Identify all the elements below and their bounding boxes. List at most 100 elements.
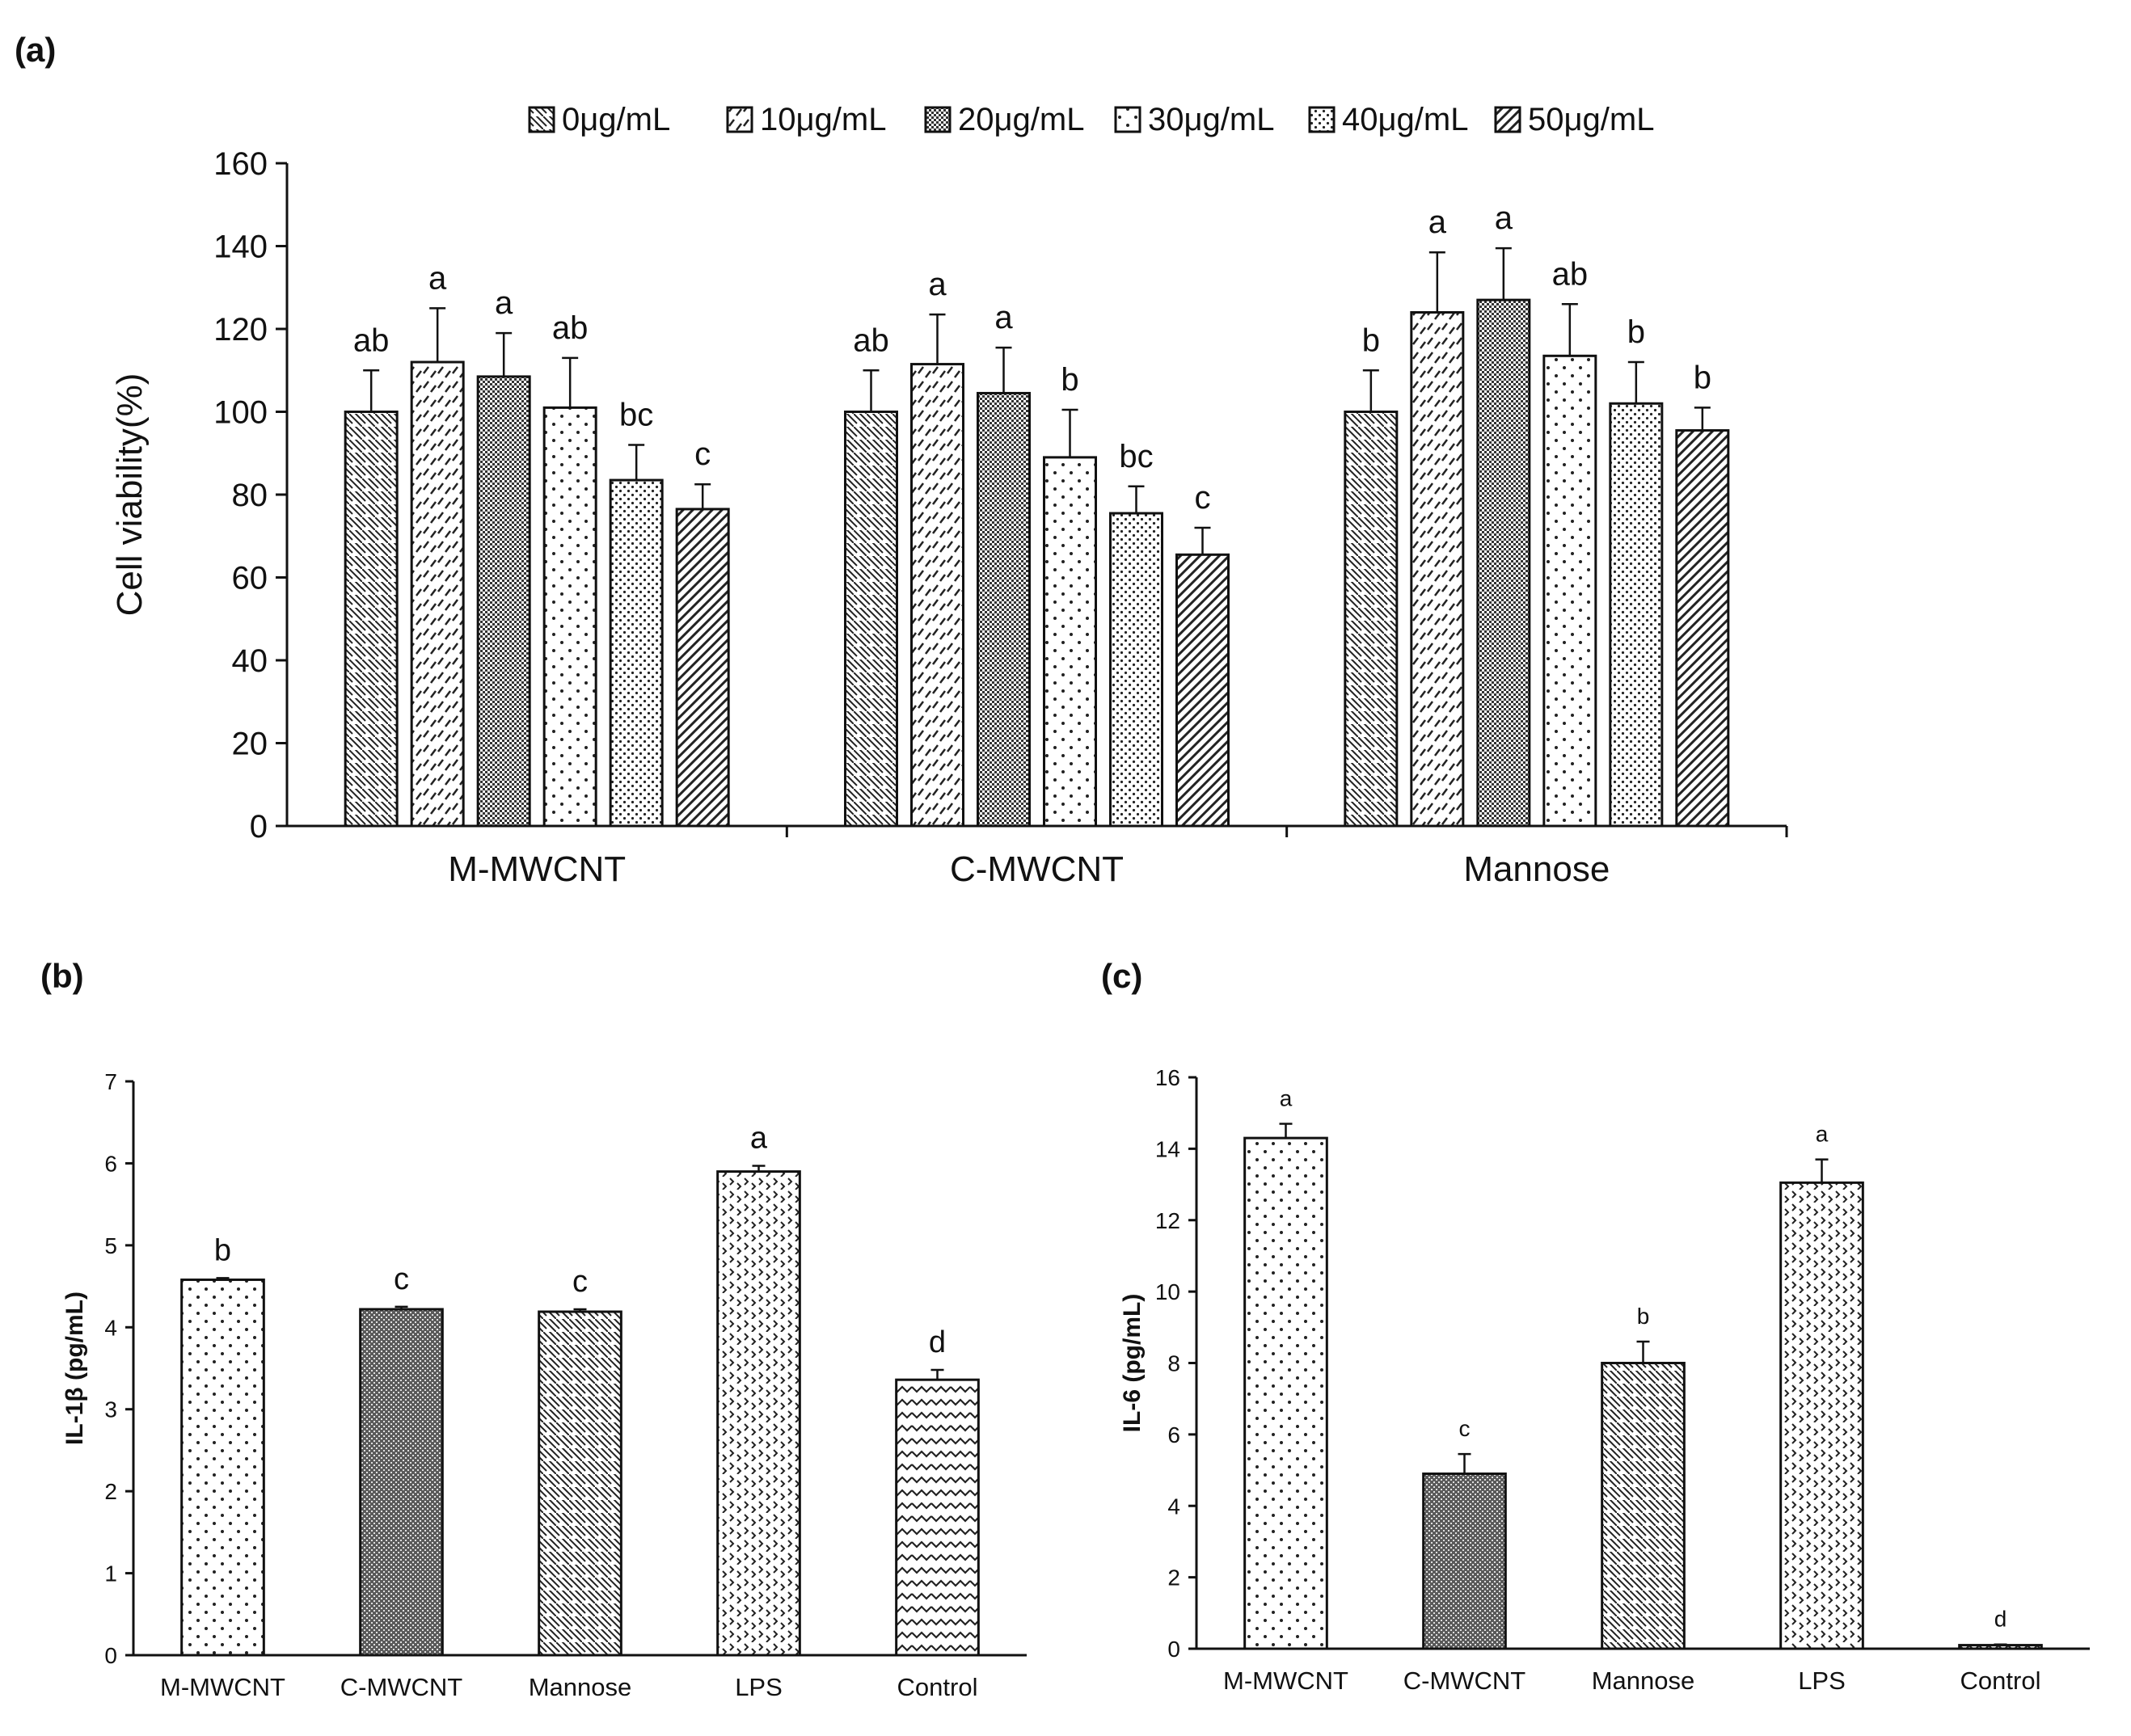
bar-lps bbox=[1779, 1181, 1864, 1650]
y-tick-label: 3 bbox=[104, 1397, 117, 1422]
error-bar bbox=[573, 1308, 587, 1313]
significance-letter: d bbox=[929, 1325, 946, 1359]
y-tick-label: 4 bbox=[1167, 1494, 1180, 1519]
bar-mannose-10-g-ml bbox=[1410, 311, 1465, 828]
error-bar bbox=[496, 331, 513, 377]
bar-c-mwcnt bbox=[1422, 1472, 1507, 1650]
y-tick-label: 100 bbox=[213, 395, 268, 431]
error-bar bbox=[1362, 369, 1379, 412]
bar-c-mwcnt-40-g-ml bbox=[1109, 512, 1163, 828]
bar-lps bbox=[716, 1170, 801, 1657]
bar-m-mwcnt-40-g-ml bbox=[609, 478, 664, 828]
legend-label: 40μg/mL bbox=[1342, 102, 1468, 137]
legend-swatch bbox=[1494, 106, 1521, 133]
error-bar bbox=[429, 307, 446, 362]
legend: 0μg/mL 10μg/mL 20μg/mL 30μg/mL 40μg/mL 50μg/m… bbox=[528, 102, 1654, 137]
x-category-label: Mannose bbox=[529, 1673, 632, 1701]
x-category-label: Mannose bbox=[1592, 1666, 1695, 1695]
error-bar bbox=[395, 1305, 408, 1309]
legend-swatch bbox=[924, 106, 952, 133]
y-tick-label: 0 bbox=[1167, 1637, 1180, 1662]
bar-m-mwcnt-10-g-ml bbox=[410, 360, 465, 828]
significance-letter: a bbox=[1428, 204, 1447, 240]
y-tick-label: 5 bbox=[104, 1233, 117, 1258]
error-bar bbox=[216, 1277, 230, 1280]
significance-letter: a bbox=[428, 260, 447, 296]
x-category-label: C-MWCNT bbox=[340, 1673, 463, 1701]
y-tick-label: 10 bbox=[1155, 1279, 1180, 1304]
bar-m-mwcnt-20-g-ml bbox=[476, 375, 531, 828]
bar-m-mwcnt bbox=[180, 1278, 265, 1657]
y-tick-label: 6 bbox=[1167, 1422, 1180, 1447]
panel-label-c: (c) bbox=[1101, 957, 1142, 995]
x-category-label: M-MWCNT bbox=[1223, 1666, 1348, 1695]
bar-m-mwcnt-0-g-ml bbox=[344, 411, 399, 828]
significance-letter: c bbox=[394, 1262, 409, 1296]
error-bar bbox=[1279, 1123, 1293, 1139]
significance-letter: a bbox=[1495, 200, 1513, 236]
y-tick-label: 1 bbox=[104, 1561, 117, 1586]
bar-m-mwcnt-50-g-ml bbox=[675, 508, 730, 828]
significance-letter: a bbox=[750, 1121, 768, 1155]
bar-m-mwcnt-30-g-ml bbox=[542, 406, 597, 828]
error-bar bbox=[929, 313, 946, 364]
bar-m-mwcnt bbox=[1243, 1136, 1328, 1650]
y-tick-label: 4 bbox=[104, 1315, 117, 1340]
significance-letter: a bbox=[495, 285, 513, 321]
bar-c-mwcnt-20-g-ml bbox=[977, 391, 1031, 828]
bar-mannose bbox=[1601, 1362, 1686, 1650]
legend-label: 0μg/mL bbox=[562, 102, 670, 137]
bar-c-mwcnt bbox=[359, 1308, 444, 1657]
legend-swatch bbox=[528, 106, 555, 133]
legend-label: 30μg/mL bbox=[1148, 102, 1274, 137]
bar-mannose-50-g-ml bbox=[1675, 429, 1730, 828]
error-bar bbox=[1428, 251, 1445, 313]
x-category-label: Control bbox=[897, 1673, 978, 1701]
error-bar bbox=[995, 346, 1012, 394]
significance-letter: d bbox=[1994, 1607, 2007, 1632]
error-bar bbox=[628, 444, 645, 481]
significance-letter: b bbox=[1061, 362, 1078, 398]
significance-letter: ab bbox=[853, 322, 889, 358]
y-tick-label: 60 bbox=[232, 561, 268, 596]
error-bar bbox=[1061, 408, 1078, 457]
significance-letter: b bbox=[1694, 360, 1711, 395]
y-tick-label: 2 bbox=[104, 1479, 117, 1504]
y-tick-label: 12 bbox=[1155, 1208, 1180, 1233]
bar-c-mwcnt-50-g-ml bbox=[1175, 553, 1230, 828]
significance-letter: ab bbox=[1552, 256, 1589, 292]
chart-c-il6: 0 2 4 6 8 10 12 14 16 IL-6 (pg/mL) a M-MWCNT c C-MWCN… bbox=[1119, 1065, 2090, 1695]
significance-letter: a bbox=[1280, 1085, 1293, 1110]
panel-label-a: (a) bbox=[15, 31, 56, 69]
significance-letter: b bbox=[1637, 1304, 1650, 1329]
significance-letter: ab bbox=[552, 310, 589, 346]
error-bar bbox=[363, 369, 380, 412]
significance-letter: b bbox=[1627, 314, 1645, 350]
x-category-label: M-MWCNT bbox=[448, 849, 626, 889]
error-bar bbox=[930, 1368, 944, 1380]
bar-mannose-20-g-ml bbox=[1476, 298, 1531, 828]
y-tick-label: 0 bbox=[104, 1643, 117, 1668]
significance-letter: b bbox=[1362, 322, 1380, 358]
significance-letter: a bbox=[1816, 1122, 1829, 1147]
bar-control bbox=[1958, 1644, 2043, 1650]
y-tick-label: 140 bbox=[213, 230, 268, 265]
y-axis-label: IL-1β (pg/mL) bbox=[61, 1291, 88, 1445]
error-bar bbox=[562, 356, 579, 408]
error-bar bbox=[1636, 1340, 1650, 1363]
error-bar bbox=[1561, 303, 1578, 356]
significance-letter: c bbox=[694, 436, 711, 472]
y-tick-label: 120 bbox=[213, 312, 268, 348]
significance-letter: a bbox=[928, 267, 947, 302]
significance-letter: bc bbox=[1119, 439, 1153, 474]
bar-c-mwcnt-30-g-ml bbox=[1043, 456, 1097, 828]
x-category-label: Control bbox=[1960, 1666, 2041, 1695]
y-tick-label: 40 bbox=[232, 643, 268, 679]
x-category-label: C-MWCNT bbox=[950, 849, 1124, 889]
y-tick-label: 16 bbox=[1155, 1065, 1180, 1090]
legend-label: 50μg/mL bbox=[1528, 102, 1654, 137]
bar-mannose-30-g-ml bbox=[1542, 354, 1597, 828]
y-tick-label: 0 bbox=[250, 809, 268, 845]
x-category-label: LPS bbox=[1798, 1666, 1846, 1695]
